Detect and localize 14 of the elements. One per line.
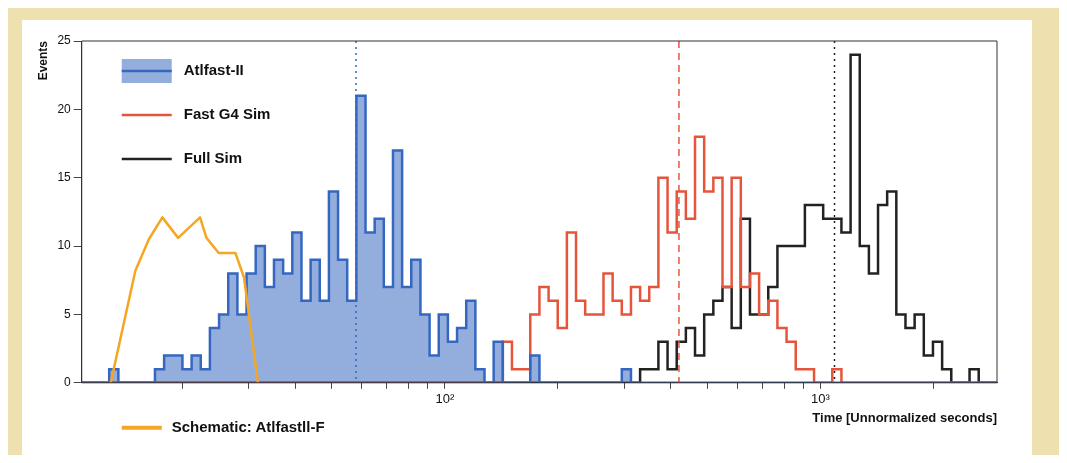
y-tick-label: 25	[57, 33, 72, 48]
x-tick-label: 10³	[811, 391, 831, 407]
y-tick-label: 10	[57, 238, 72, 253]
x-tick-label: 10²	[435, 391, 455, 407]
legend-label: Full Sim	[183, 149, 243, 167]
y-tick-label: 15	[57, 170, 72, 185]
x-axis-title: Time [Unnormalized seconds]	[812, 409, 997, 425]
y-tick-label: 0	[64, 375, 72, 390]
legend-label: Fast G4 Sim	[183, 105, 271, 123]
y-tick-label: 5	[64, 306, 72, 321]
legend-label: Schematic: Atlfastll-F	[171, 417, 325, 435]
y-axis-title: Events	[35, 40, 50, 81]
legend-label: Atlfast-II	[183, 61, 244, 79]
y-tick-label: 20	[57, 101, 72, 116]
